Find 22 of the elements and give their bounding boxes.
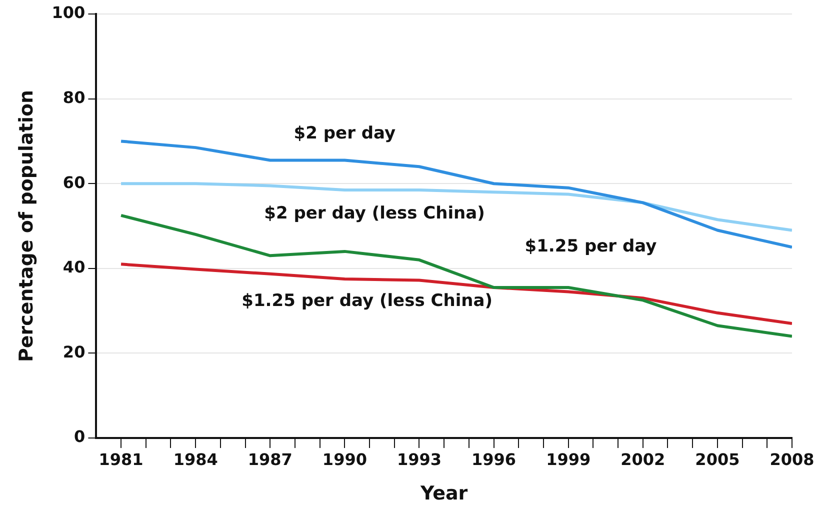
x-tick-label: 2002 (620, 450, 666, 469)
x-tick-label: 1981 (98, 450, 144, 469)
y-tick-label: 60 (62, 172, 86, 192)
y-tick-label: 0 (74, 427, 86, 446)
x-tick-label: 1999 (546, 450, 591, 469)
y-tick-label: 20 (62, 342, 86, 362)
x-axis-title: Year (420, 482, 468, 505)
series-label: $1.25 per day (524, 236, 657, 257)
x-tick-label: 1990 (322, 450, 367, 469)
x-tick-label: 1996 (472, 450, 516, 469)
series-label: $1.25 per day (less China) (242, 290, 492, 311)
series-label: $2 per day (294, 124, 396, 144)
x-tick-label: 1993 (396, 450, 442, 469)
y-tick-label: 100 (52, 3, 86, 22)
x-tick-label: 2008 (770, 450, 814, 469)
y-tick-label: 80 (62, 88, 86, 107)
x-tick-label: 1987 (248, 450, 292, 469)
y-axis-title: Percentage of population (15, 90, 38, 362)
y-tick-label: 40 (62, 258, 86, 277)
x-tick-label: 1984 (173, 450, 218, 469)
x-tick-label: 2005 (695, 450, 740, 469)
series-label: $2 per day (less China) (264, 203, 485, 224)
